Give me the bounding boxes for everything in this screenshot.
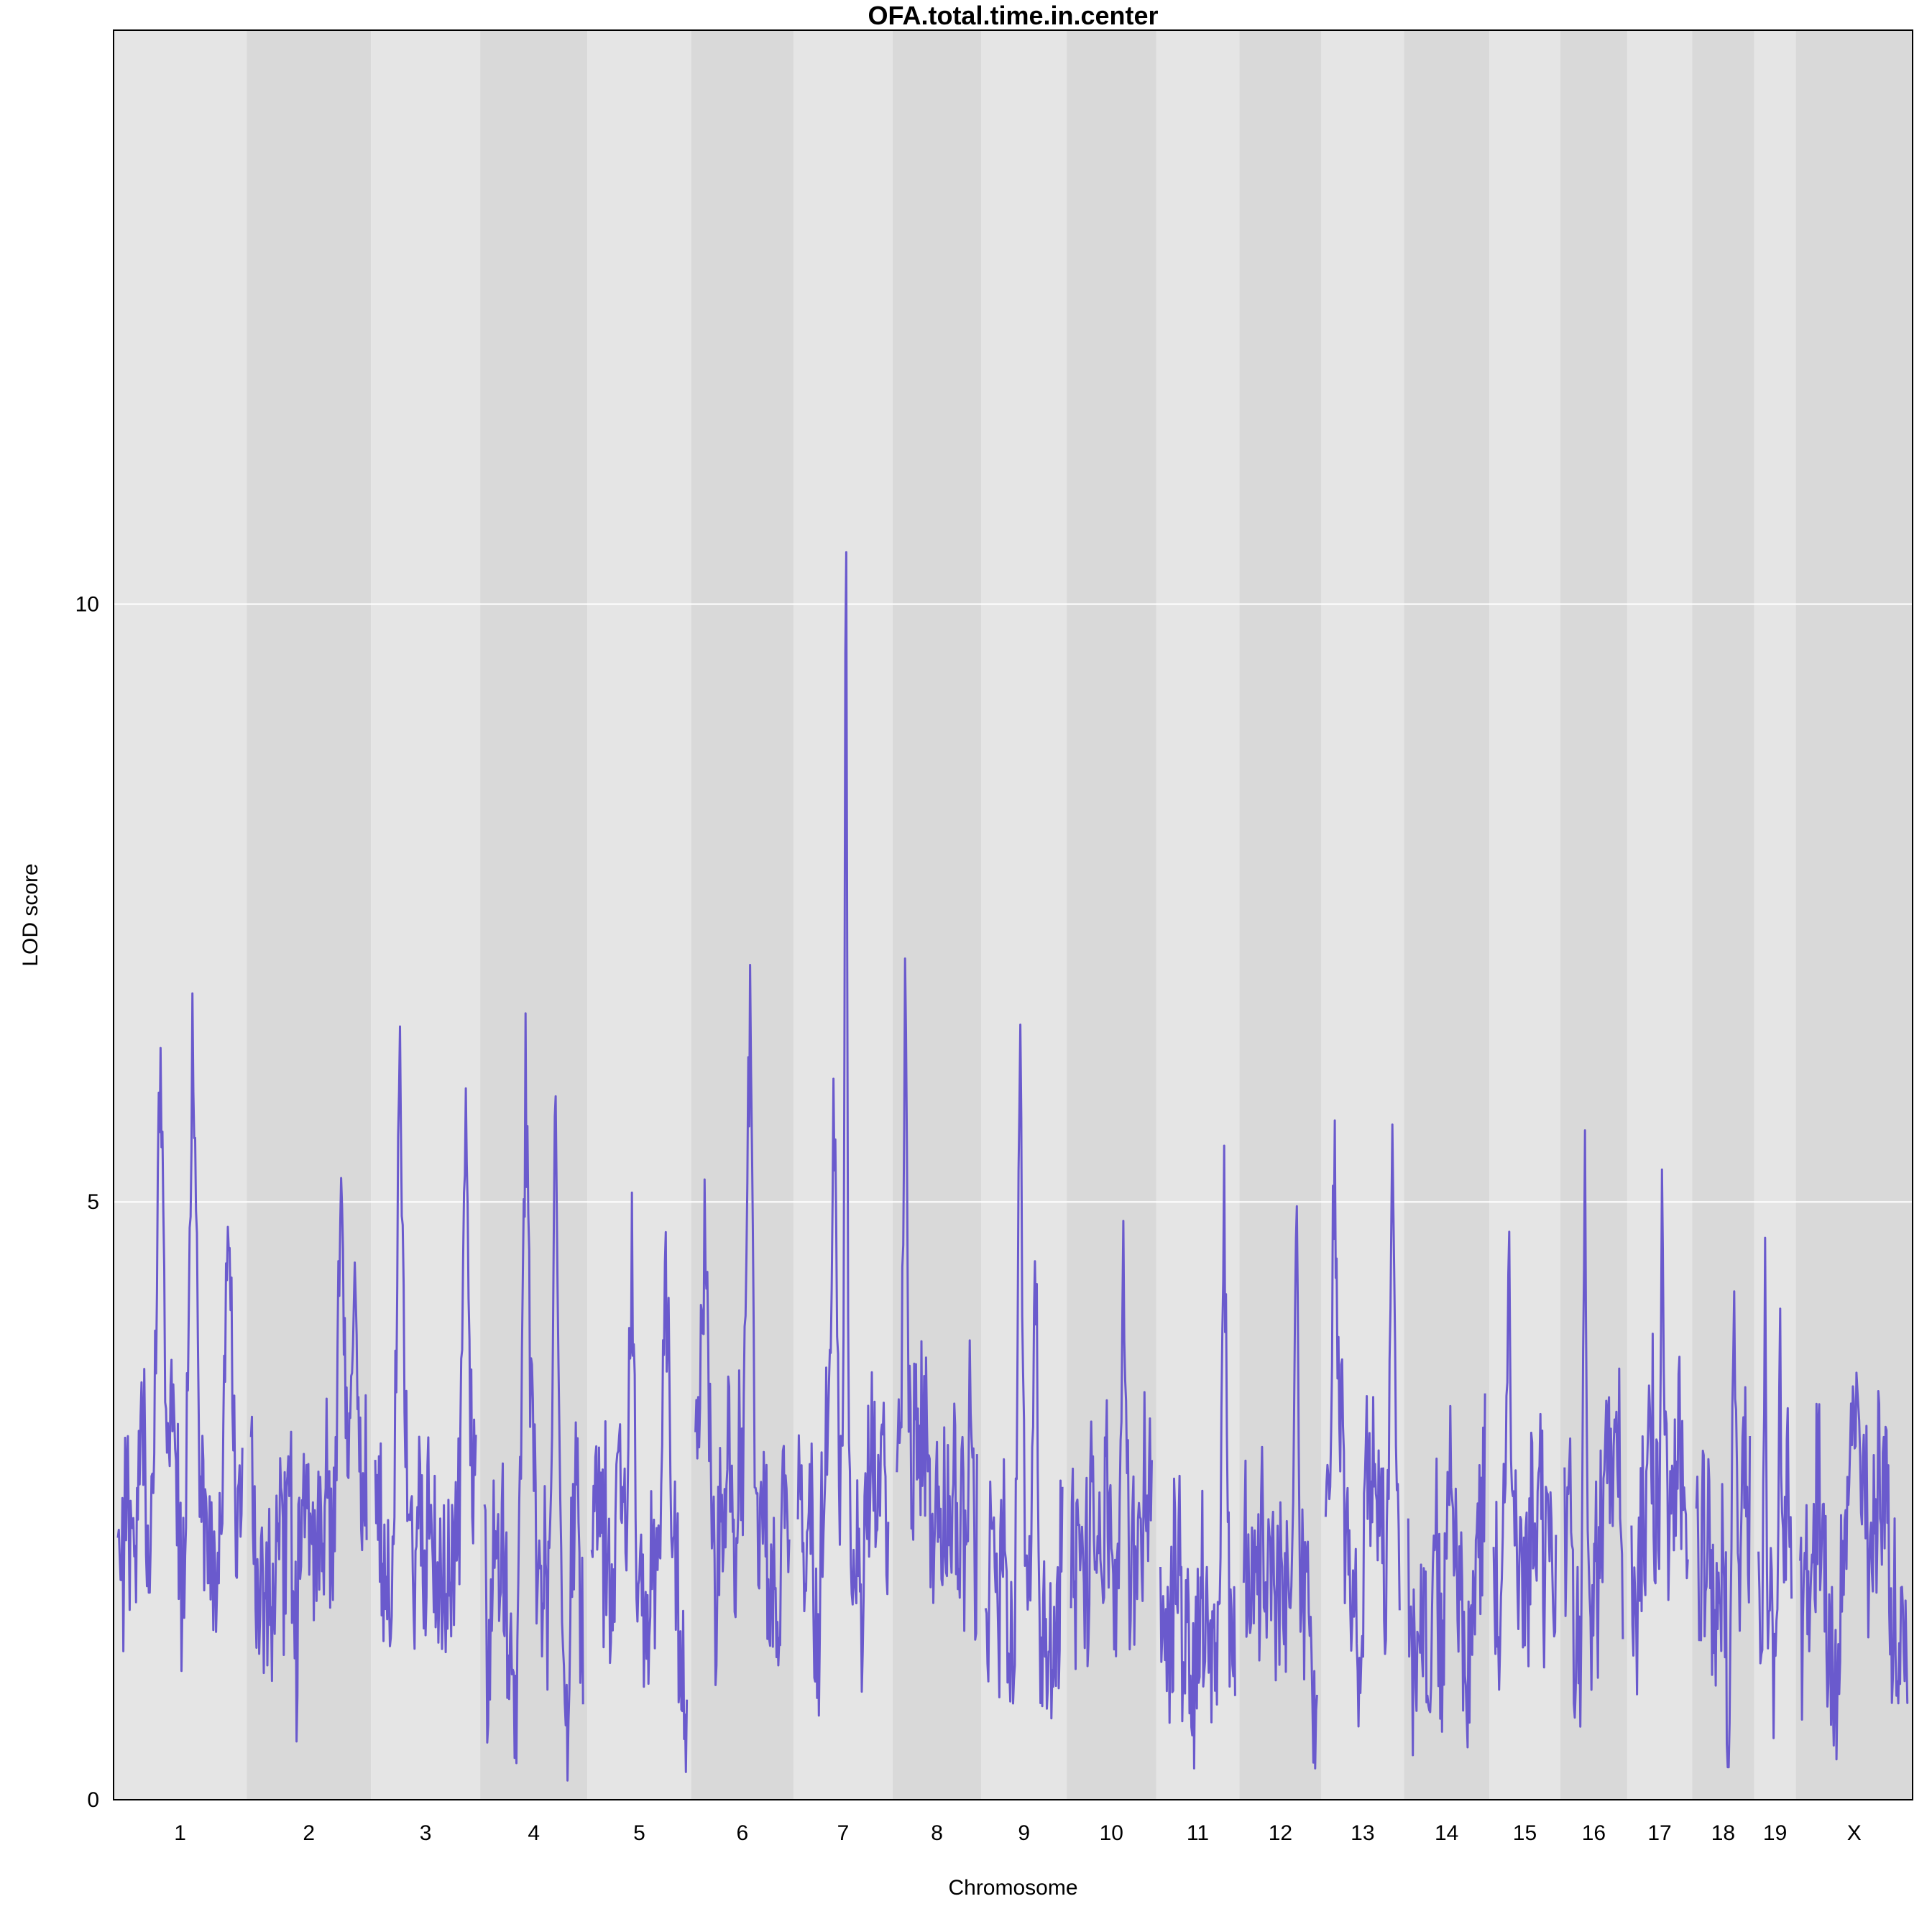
chromosome-band-7 (794, 30, 893, 1800)
chromosome-band-11 (1156, 30, 1240, 1800)
lod-line-chr-17 (1630, 1168, 1689, 1696)
x-tick-label: 3 (420, 1821, 432, 1845)
lod-line-chr-15 (1492, 1230, 1558, 1691)
x-tick-label: 17 (1647, 1821, 1671, 1845)
chromosome-band-13 (1321, 30, 1404, 1800)
x-tick-label: 18 (1711, 1821, 1735, 1845)
x-tick-label: 13 (1351, 1821, 1374, 1845)
x-tick-label: X (1847, 1821, 1862, 1845)
chromosome-band-4 (480, 30, 588, 1800)
x-tick-label: 8 (931, 1821, 943, 1845)
x-tick-label: 14 (1435, 1821, 1458, 1845)
x-tick-label: 1 (174, 1821, 186, 1845)
lod-line-chr-12 (1242, 1205, 1318, 1770)
x-tick-label: 15 (1513, 1821, 1537, 1845)
lod-line-chr-7 (796, 551, 890, 1717)
x-tick-label: 4 (528, 1821, 540, 1845)
lod-line-chr-3 (374, 1025, 477, 1654)
lod-line-chr-9 (984, 1024, 1064, 1720)
x-tick-label: 11 (1187, 1821, 1209, 1845)
x-tick-label: 9 (1018, 1821, 1030, 1845)
x-tick-label: 2 (303, 1821, 315, 1845)
x-tick-label: 6 (737, 1821, 749, 1845)
y-tick-label: 5 (87, 1190, 99, 1214)
lod-line-chr-6 (694, 964, 791, 1686)
lod-line-chr-10 (1070, 1220, 1153, 1670)
y-tick-label: 10 (75, 592, 99, 616)
lod-line-chr-x (1799, 1371, 1909, 1761)
lod-line-chr-4 (483, 1012, 584, 1782)
y-tick-label: 0 (87, 1788, 99, 1812)
lod-line-chr-14 (1407, 1393, 1486, 1757)
chromosome-band-3 (371, 30, 481, 1800)
lod-series (116, 551, 1909, 1782)
x-tick-label: 16 (1582, 1821, 1606, 1845)
x-tick-label: 5 (633, 1821, 645, 1845)
lod-line-chr-11 (1159, 1144, 1236, 1770)
x-tick-label: 19 (1763, 1821, 1787, 1845)
lod-line-chr-19 (1757, 1236, 1793, 1739)
x-axis-label: Chromosome (948, 1876, 1077, 1900)
plot-frame (113, 29, 1913, 1800)
lod-line-chr-5 (590, 1191, 689, 1773)
x-tick-label: 7 (837, 1821, 850, 1845)
lod-line-chr-2 (249, 1177, 368, 1743)
x-axis-ticks: 1 2 3 4 5 6 7 8 9 10 11 12 13 14 15 16 17 18 19 X (174, 1821, 1862, 1845)
x-tick-label: 12 (1269, 1821, 1292, 1845)
lod-line-chr-1 (116, 992, 244, 1673)
y-axis-ticks: 0 5 10 (75, 592, 99, 1812)
lod-line-chr-13 (1324, 1119, 1401, 1728)
lod-line-chr-18 (1695, 1290, 1752, 1769)
lod-line-chr-16 (1563, 1129, 1624, 1728)
lod-line-chr-8 (896, 957, 978, 1641)
gridlines (114, 603, 1913, 1203)
chart-title: OFA.total.time.in.center (868, 1, 1158, 30)
y-axis-label: LOD score (19, 863, 42, 966)
x-tick-label: 10 (1100, 1821, 1123, 1845)
